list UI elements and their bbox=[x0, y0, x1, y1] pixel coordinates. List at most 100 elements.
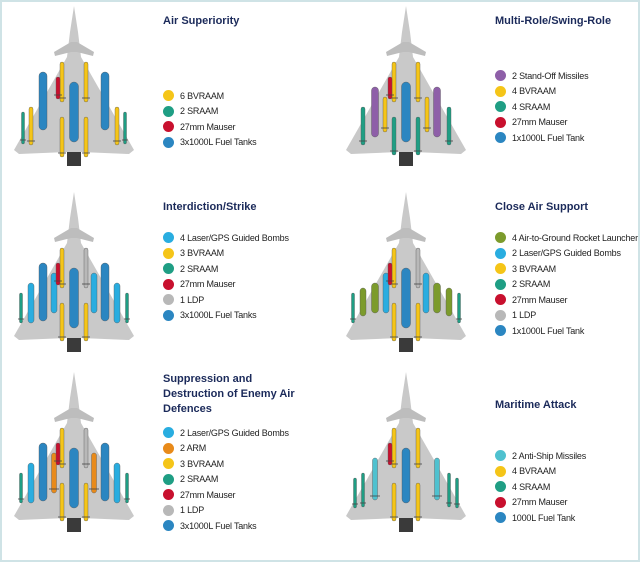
legend-label: 27mm Mauser bbox=[180, 121, 236, 132]
store-standoff bbox=[371, 86, 379, 138]
store-laser bbox=[422, 272, 430, 314]
color-dot-icon bbox=[495, 450, 506, 462]
color-dot-icon bbox=[163, 442, 174, 454]
color-dot-icon bbox=[495, 247, 506, 259]
color-dot-icon bbox=[495, 465, 506, 477]
legend-label: 1 LDP bbox=[180, 505, 205, 516]
store-bvraam bbox=[58, 116, 66, 158]
store-sraam bbox=[445, 106, 453, 146]
store-bvraam bbox=[82, 61, 90, 103]
loadout-panel: Maritime Attack 2 Anti-Ship Missiles 4 BVR… bbox=[332, 368, 640, 548]
legend-label: 1000L Fuel Tank bbox=[512, 512, 576, 523]
legend: 6 BVRAAM 2 SRAAM 27mm Mauser 3x1000L Fuel T… bbox=[163, 88, 257, 150]
store-arm bbox=[49, 452, 59, 494]
store-arm bbox=[89, 452, 99, 494]
color-dot-icon bbox=[495, 309, 506, 321]
engine-exhaust bbox=[67, 152, 81, 166]
store-bvraam bbox=[390, 247, 398, 289]
panel-title: Air Superiority bbox=[163, 15, 240, 27]
legend-item: 27mm Mauser bbox=[163, 119, 256, 135]
loadout-panel: Interdiction/Strike 4 Laser/GPS Guided Bo… bbox=[0, 188, 320, 368]
color-dot-icon bbox=[495, 294, 506, 306]
store-ldp bbox=[414, 247, 422, 289]
store-fuel bbox=[69, 81, 79, 143]
legend: 4 Air-to-Ground Rocket Launcher 2 Laser/G… bbox=[495, 230, 638, 339]
color-dot-icon bbox=[495, 232, 506, 244]
legend-label: 3x1000L Fuel Tanks bbox=[180, 137, 257, 148]
legend-label: 2 Stand-Off Missiles bbox=[512, 70, 589, 81]
legend-label: 27mm Mauser bbox=[512, 497, 568, 508]
aircraft-illustration bbox=[14, 192, 134, 352]
canards bbox=[386, 408, 426, 422]
legend-item: 2 Laser/GPS Guided Bombs bbox=[163, 425, 289, 441]
store-ldp bbox=[82, 427, 90, 469]
aircraft-illustration bbox=[14, 6, 134, 166]
legend-item: 1x1000L Fuel Tank bbox=[495, 130, 588, 146]
engine-exhaust bbox=[399, 152, 413, 166]
legend-label: 6 BVRAAM bbox=[180, 90, 224, 101]
legend-label: 1x1000L Fuel Tank bbox=[512, 325, 585, 336]
legend-item: 3 BVRAAM bbox=[495, 261, 638, 277]
legend-label: 3 BVRAAM bbox=[180, 248, 224, 259]
store-bvraam bbox=[390, 302, 398, 342]
panel-title: Close Air Support bbox=[495, 201, 589, 213]
color-dot-icon bbox=[163, 473, 174, 485]
legend-label: 27mm Mauser bbox=[180, 279, 236, 290]
store-fuel bbox=[69, 447, 79, 509]
store-bvraam bbox=[58, 61, 66, 103]
color-dot-icon bbox=[163, 136, 174, 148]
legend-item: 4 SRAAM bbox=[495, 479, 586, 495]
legend-label: 2 SRAAM bbox=[512, 279, 551, 290]
legend-item: 3x1000L Fuel Tanks bbox=[163, 308, 289, 324]
store-fuel bbox=[100, 262, 110, 322]
store-rocket bbox=[445, 287, 453, 317]
store-sraam bbox=[122, 111, 128, 145]
store-sraam bbox=[359, 106, 367, 146]
aircraft-illustration bbox=[346, 6, 466, 166]
store-bvraam bbox=[390, 482, 398, 522]
store-bvraam bbox=[82, 482, 90, 522]
store-sraam bbox=[360, 472, 366, 508]
store-bvraam bbox=[414, 427, 422, 469]
legend-item: 3 BVRAAM bbox=[163, 456, 289, 472]
store-laser bbox=[90, 272, 98, 314]
store-laser bbox=[50, 272, 58, 314]
color-dot-icon bbox=[495, 85, 506, 97]
legend-label: 3 BVRAAM bbox=[180, 458, 224, 469]
legend-item: 27mm Mauser bbox=[495, 292, 638, 308]
store-sraam bbox=[390, 116, 398, 156]
legend-item: 1 LDP bbox=[163, 292, 289, 308]
store-mauser bbox=[54, 76, 62, 100]
legend-label: 2 SRAAM bbox=[180, 263, 219, 274]
color-dot-icon bbox=[495, 70, 506, 82]
legend-label: 1 LDP bbox=[180, 294, 205, 305]
store-fuel bbox=[401, 447, 411, 504]
color-dot-icon bbox=[163, 309, 174, 321]
store-mauser bbox=[386, 262, 394, 286]
legend-item: 27mm Mauser bbox=[163, 487, 289, 503]
canards bbox=[54, 228, 94, 242]
legend-label: 27mm Mauser bbox=[180, 489, 236, 500]
engine-exhaust bbox=[399, 338, 413, 352]
store-sraam bbox=[124, 472, 130, 504]
store-antiship bbox=[432, 457, 442, 501]
canards bbox=[54, 42, 94, 56]
legend-label: 3x1000L Fuel Tanks bbox=[180, 310, 257, 321]
loadout-panel: Air Superiority 6 BVRAAM 2 SRAAM 27mm Mause… bbox=[0, 2, 320, 182]
color-dot-icon bbox=[163, 427, 174, 439]
legend-label: 4 BVRAAM bbox=[512, 466, 556, 477]
panel-title: Maritime Attack bbox=[495, 399, 577, 411]
legend-item: 2 SRAAM bbox=[495, 277, 638, 293]
store-fuel bbox=[401, 81, 411, 143]
store-bvraam bbox=[82, 302, 90, 342]
store-bvraam bbox=[414, 482, 422, 522]
panel-title: Suppression and Destruction of Enemy Air… bbox=[163, 373, 295, 415]
color-dot-icon bbox=[163, 263, 174, 275]
legend-item: 1000L Fuel Tank bbox=[495, 510, 586, 526]
color-dot-icon bbox=[495, 116, 506, 128]
legend-item: 2 Anti-Ship Missiles bbox=[495, 448, 586, 464]
store-sraam bbox=[18, 292, 24, 324]
store-sraam bbox=[454, 477, 460, 509]
color-dot-icon bbox=[495, 101, 506, 113]
